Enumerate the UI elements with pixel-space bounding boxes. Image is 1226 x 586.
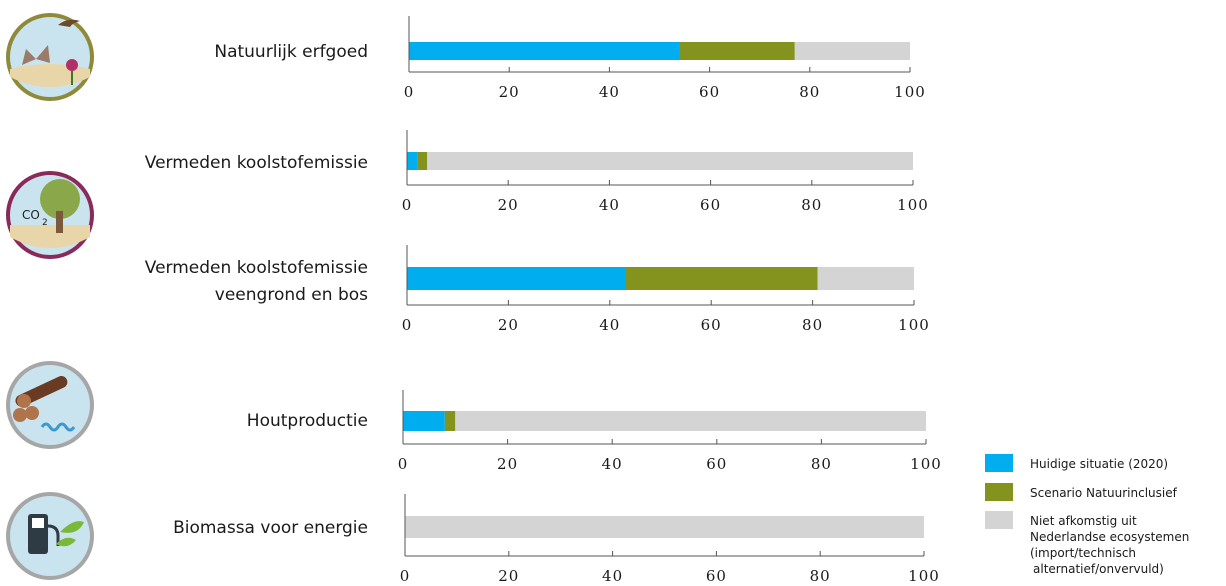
legend-label-not-from-nl-line3: (import/technisch <box>1030 546 1136 560</box>
carbon-tree-icon: CO 2 <box>8 173 92 257</box>
legend-label-current: Huidige situatie (2020) <box>1030 457 1168 471</box>
nature-heritage-icon <box>8 15 92 99</box>
tick-label: 40 <box>602 567 623 585</box>
bar-segment-not-from-nl <box>795 42 910 60</box>
category-label: Vermeden koolstofemissie <box>145 258 368 278</box>
legend-swatch-scenario <box>985 483 1013 501</box>
svg-text:CO: CO <box>22 208 40 222</box>
tick-label: 80 <box>810 567 831 585</box>
bar-segment-current <box>403 411 445 431</box>
wood-logs-icon <box>8 363 92 447</box>
bar-segment-current <box>407 152 417 170</box>
bar-segment-not-from-nl <box>427 152 913 170</box>
legend: Huidige situatie (2020) Scenario Natuuri… <box>985 454 1189 576</box>
bar-segment-current <box>407 267 625 290</box>
category-label: veengrond en bos <box>215 285 368 305</box>
tick-label: 0 <box>402 316 413 334</box>
tick-label: 0 <box>402 196 413 214</box>
tick-label: 100 <box>897 196 929 214</box>
svg-text:2: 2 <box>42 218 48 228</box>
tick-label: 80 <box>799 83 820 101</box>
bar-segment-not-from-nl <box>405 516 924 538</box>
category-label: Natuurlijk erfgoed <box>214 42 368 62</box>
bar-segment-scenario <box>680 42 795 60</box>
tick-label: 20 <box>499 83 520 101</box>
category-label: Biomassa voor energie <box>173 518 368 538</box>
legend-label-not-from-nl: Niet afkomstig uit <box>1030 514 1137 528</box>
biomass-fuel-pump-icon <box>8 494 92 578</box>
tick-label: 80 <box>801 196 822 214</box>
bar-segment-not-from-nl <box>455 411 926 431</box>
bar-segment-current <box>409 42 680 60</box>
tick-label: 20 <box>498 196 519 214</box>
tick-label: 100 <box>898 316 930 334</box>
legend-label-not-from-nl-line4: alternatief/onvervuld) <box>1033 562 1164 576</box>
bar-segment-not-from-nl <box>818 267 914 290</box>
legend-swatch-not-from-nl <box>985 511 1013 529</box>
legend-label-not-from-nl-line2: Nederlandse ecosystemen <box>1030 530 1189 544</box>
tick-label: 40 <box>599 83 620 101</box>
tick-label: 0 <box>398 455 409 473</box>
tick-label: 100 <box>894 83 926 101</box>
tick-label: 60 <box>706 567 727 585</box>
tick-label: 20 <box>498 316 519 334</box>
legend-swatch-current <box>985 454 1013 472</box>
tick-label: 60 <box>701 316 722 334</box>
bar-segment-scenario <box>417 152 427 170</box>
tick-label: 40 <box>599 316 620 334</box>
category-label: Houtproductie <box>247 411 368 431</box>
tick-label: 0 <box>404 83 415 101</box>
tick-label: 100 <box>908 567 940 585</box>
tick-label: 20 <box>498 567 519 585</box>
tick-label: 60 <box>706 455 727 473</box>
tick-label: 20 <box>497 455 518 473</box>
tick-label: 80 <box>811 455 832 473</box>
tick-label: 100 <box>910 455 942 473</box>
tick-label: 80 <box>802 316 823 334</box>
tick-label: 60 <box>699 83 720 101</box>
tick-label: 60 <box>700 196 721 214</box>
bar-segment-scenario <box>625 267 818 290</box>
tick-label: 40 <box>602 455 623 473</box>
legend-label-scenario: Scenario Natuurinclusief <box>1030 486 1178 500</box>
bar-segment-scenario <box>445 411 455 431</box>
tick-label: 40 <box>599 196 620 214</box>
category-label: Vermeden koolstofemissie <box>145 153 368 173</box>
tick-label: 0 <box>400 567 411 585</box>
